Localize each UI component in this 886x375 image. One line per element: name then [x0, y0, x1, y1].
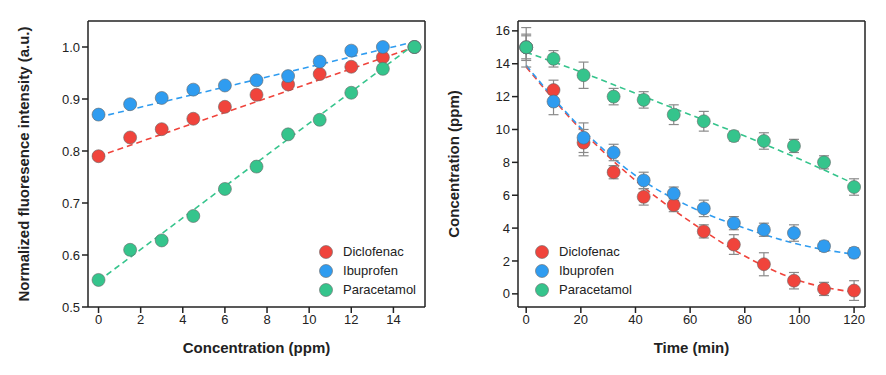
svg-text:0.9: 0.9: [62, 92, 80, 107]
svg-text:Concentration (ppm): Concentration (ppm): [445, 90, 462, 238]
svg-text:Normalized fluoresence intensi: Normalized fluoresence intensity (a.u.): [15, 26, 32, 301]
svg-text:20: 20: [574, 312, 588, 327]
svg-text:10: 10: [302, 312, 316, 327]
svg-text:8: 8: [503, 155, 510, 170]
svg-text:6: 6: [503, 188, 510, 203]
html-text:Paracetamol: Paracetamol: [559, 282, 632, 297]
svg-text:2: 2: [137, 312, 144, 327]
svg-text:80: 80: [738, 312, 752, 327]
svg-text:14: 14: [496, 56, 510, 71]
svg-text:0: 0: [523, 312, 530, 327]
svg-text:12: 12: [496, 89, 510, 104]
html-text:Diclofenac: Diclofenac: [343, 244, 404, 259]
svg-text:Concentration (ppm): Concentration (ppm): [183, 339, 331, 356]
svg-text:0.8: 0.8: [62, 144, 80, 159]
svg-text:8: 8: [263, 312, 270, 327]
svg-text:0: 0: [503, 286, 510, 301]
svg-text:60: 60: [683, 312, 697, 327]
svg-text:0.7: 0.7: [62, 196, 80, 211]
html-text:Diclofenac: Diclofenac: [559, 244, 620, 259]
svg-text:4: 4: [503, 221, 510, 236]
svg-text:Time (min): Time (min): [654, 339, 730, 356]
svg-text:10: 10: [496, 122, 510, 137]
html-text:Ibuprofen: Ibuprofen: [559, 263, 614, 278]
svg-text:2: 2: [503, 254, 510, 269]
svg-text:100: 100: [789, 312, 811, 327]
svg-text:1.0: 1.0: [62, 40, 80, 55]
svg-text:14: 14: [386, 312, 400, 327]
svg-text:0.5: 0.5: [62, 300, 80, 315]
svg-text:12: 12: [344, 312, 358, 327]
svg-text:4: 4: [179, 312, 186, 327]
svg-text:40: 40: [628, 312, 642, 327]
html-text:Ibuprofen: Ibuprofen: [343, 263, 398, 278]
svg-text:6: 6: [221, 312, 228, 327]
html-text:Paracetamol: Paracetamol: [343, 282, 416, 297]
svg-text:16: 16: [496, 23, 510, 38]
svg-text:120: 120: [843, 312, 865, 327]
svg-text:0: 0: [95, 312, 102, 327]
svg-text:0.6: 0.6: [62, 248, 80, 263]
